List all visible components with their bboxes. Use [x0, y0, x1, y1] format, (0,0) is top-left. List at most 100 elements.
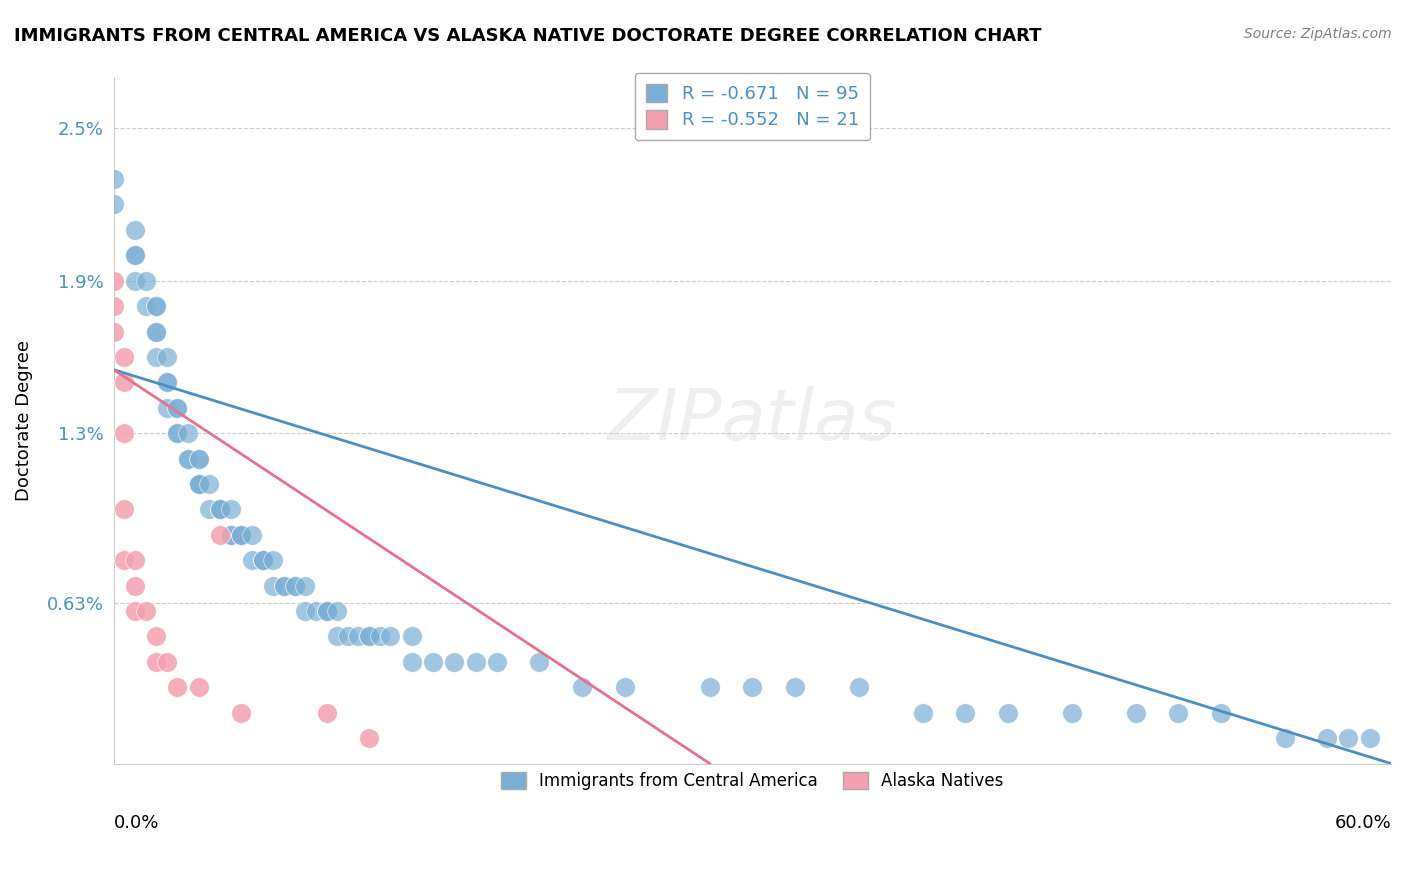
Point: [359, 731, 381, 745]
Point: [231, 528, 253, 542]
Point: [699, 681, 721, 695]
Point: [187, 477, 209, 491]
Point: [124, 274, 146, 288]
Point: [145, 299, 167, 313]
Point: [252, 553, 274, 567]
Point: [252, 553, 274, 567]
Point: [145, 299, 167, 313]
Point: [613, 681, 636, 695]
Point: [187, 477, 209, 491]
Point: [294, 579, 316, 593]
Point: [347, 630, 370, 644]
Point: [166, 426, 188, 441]
Point: [284, 579, 307, 593]
Point: [145, 350, 167, 364]
Point: [485, 655, 508, 669]
Point: [1167, 706, 1189, 720]
Point: [359, 630, 381, 644]
Point: [741, 681, 763, 695]
Point: [284, 579, 307, 593]
Point: [1316, 731, 1339, 745]
Point: [219, 528, 242, 542]
Point: [1125, 706, 1147, 720]
Point: [156, 401, 179, 415]
Point: [219, 528, 242, 542]
Point: [231, 706, 253, 720]
Point: [135, 299, 157, 313]
Point: [112, 376, 135, 390]
Point: [326, 630, 349, 644]
Point: [124, 604, 146, 618]
Point: [294, 604, 316, 618]
Point: [1358, 731, 1381, 745]
Point: [231, 528, 253, 542]
Point: [315, 604, 337, 618]
Point: [1337, 731, 1360, 745]
Point: [240, 528, 263, 542]
Point: [112, 426, 135, 441]
Point: [315, 604, 337, 618]
Point: [103, 172, 125, 186]
Point: [953, 706, 976, 720]
Point: [240, 553, 263, 567]
Point: [262, 553, 284, 567]
Point: [368, 630, 391, 644]
Point: [145, 630, 167, 644]
Point: [103, 274, 125, 288]
Point: [401, 655, 423, 669]
Point: [187, 451, 209, 466]
Point: [135, 604, 157, 618]
Point: [187, 451, 209, 466]
Point: [422, 655, 444, 669]
Point: [112, 553, 135, 567]
Point: [209, 502, 232, 516]
Point: [112, 350, 135, 364]
Point: [326, 604, 349, 618]
Point: [145, 325, 167, 339]
Point: [198, 477, 221, 491]
Point: [1209, 706, 1232, 720]
Point: [124, 248, 146, 262]
Point: [198, 502, 221, 516]
Point: [273, 579, 295, 593]
Point: [219, 502, 242, 516]
Point: [273, 579, 295, 593]
Point: [112, 502, 135, 516]
Point: [848, 681, 870, 695]
Point: [124, 223, 146, 237]
Point: [209, 528, 232, 542]
Point: [380, 630, 402, 644]
Point: [177, 451, 200, 466]
Text: 60.0%: 60.0%: [1334, 814, 1391, 832]
Point: [1274, 731, 1296, 745]
Point: [401, 630, 423, 644]
Point: [166, 681, 188, 695]
Point: [209, 502, 232, 516]
Point: [145, 325, 167, 339]
Point: [156, 376, 179, 390]
Point: [103, 197, 125, 211]
Point: [911, 706, 934, 720]
Text: 0.0%: 0.0%: [114, 814, 159, 832]
Point: [315, 604, 337, 618]
Point: [315, 706, 337, 720]
Point: [156, 350, 179, 364]
Point: [443, 655, 465, 669]
Point: [145, 655, 167, 669]
Point: [166, 426, 188, 441]
Point: [177, 426, 200, 441]
Point: [305, 604, 328, 618]
Point: [359, 630, 381, 644]
Point: [209, 502, 232, 516]
Point: [187, 681, 209, 695]
Text: Source: ZipAtlas.com: Source: ZipAtlas.com: [1244, 27, 1392, 41]
Point: [997, 706, 1019, 720]
Point: [529, 655, 551, 669]
Point: [1060, 706, 1083, 720]
Point: [124, 579, 146, 593]
Text: IMMIGRANTS FROM CENTRAL AMERICA VS ALASKA NATIVE DOCTORATE DEGREE CORRELATION CH: IMMIGRANTS FROM CENTRAL AMERICA VS ALASK…: [14, 27, 1042, 45]
Point: [166, 401, 188, 415]
Point: [166, 401, 188, 415]
Legend: Immigrants from Central America, Alaska Natives: Immigrants from Central America, Alaska …: [495, 764, 1011, 797]
Point: [103, 299, 125, 313]
